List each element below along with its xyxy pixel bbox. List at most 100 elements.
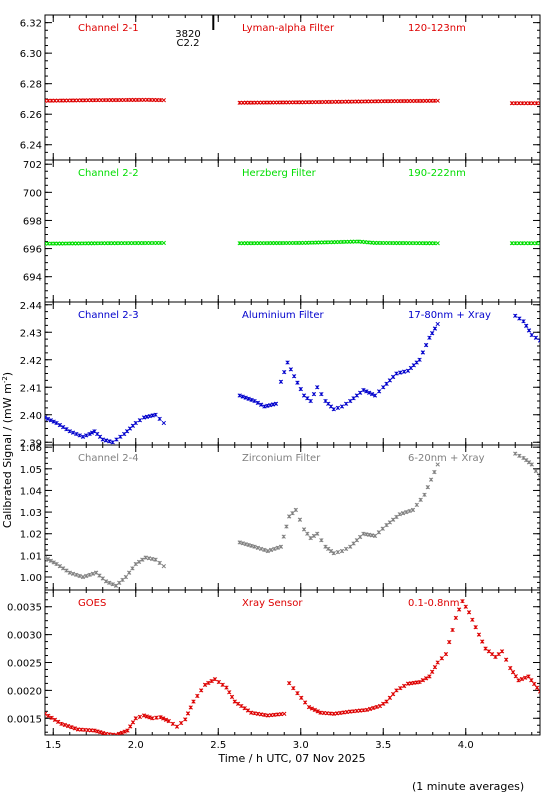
data-point <box>361 708 366 713</box>
data-point <box>119 730 124 735</box>
data-point <box>153 412 158 417</box>
data-point <box>534 685 540 690</box>
data-point <box>240 100 246 105</box>
data-point <box>476 632 482 637</box>
data-point <box>422 241 427 246</box>
data-point <box>232 699 237 704</box>
panel-label: 6-20nm + Xray <box>408 453 485 464</box>
data-series <box>45 97 540 106</box>
data-point <box>247 241 252 246</box>
data-point <box>117 580 122 585</box>
data-point <box>272 712 277 717</box>
data-point <box>118 97 124 103</box>
data-point <box>418 497 423 502</box>
data-point <box>416 98 421 104</box>
data-point <box>297 517 303 522</box>
data-point <box>321 240 326 245</box>
data-point <box>59 98 64 103</box>
y-tick-label: 0.0020 <box>7 686 42 697</box>
data-point <box>110 582 115 587</box>
panel-label: Xray Sensor <box>242 598 303 609</box>
data-point <box>319 538 324 543</box>
data-point <box>285 360 290 365</box>
data-point <box>529 678 534 683</box>
data-point <box>82 98 87 103</box>
data-point <box>513 313 518 318</box>
data-point <box>46 241 51 246</box>
data-point <box>390 99 396 104</box>
data-point <box>288 240 294 246</box>
x-tick-label: 3.0 <box>293 740 309 751</box>
data-point <box>62 722 67 728</box>
data-point <box>253 241 258 246</box>
data-point <box>435 98 440 103</box>
data-point <box>344 709 350 715</box>
data-point <box>430 669 435 674</box>
data-point <box>516 101 522 106</box>
data-point <box>354 538 360 543</box>
data-point <box>384 699 389 704</box>
data-point <box>255 711 261 716</box>
x-tick-label: 2.0 <box>128 740 144 751</box>
data-point <box>376 389 382 394</box>
data-point <box>427 335 432 340</box>
data-point <box>291 374 297 379</box>
data-point <box>308 398 313 404</box>
data-point <box>51 560 56 565</box>
data-point <box>48 558 53 563</box>
data-point <box>249 710 254 715</box>
data-point <box>52 98 58 103</box>
data-point <box>517 316 522 321</box>
data-point <box>158 240 163 246</box>
data-point <box>420 678 426 683</box>
data-point <box>343 239 348 245</box>
y-tick-label: 0.0025 <box>7 659 42 670</box>
data-point <box>133 420 138 426</box>
marker-label-bottom: C2.2 <box>177 38 200 49</box>
data-point <box>337 239 342 245</box>
data-point <box>330 240 335 245</box>
y-tick-label: 6.30 <box>20 49 42 60</box>
data-point <box>101 730 106 735</box>
data-point <box>263 100 268 105</box>
data-point <box>237 100 242 105</box>
panel-frame <box>44 159 541 303</box>
data-point <box>107 439 112 444</box>
data-point <box>393 98 399 104</box>
data-series <box>45 313 540 445</box>
data-point <box>255 400 261 405</box>
data-point <box>183 717 188 722</box>
panel-label: Lyman-alpha Filter <box>242 23 335 34</box>
data-point <box>141 713 147 718</box>
data-point <box>376 240 381 246</box>
data-point <box>163 717 169 722</box>
data-point <box>276 240 281 246</box>
data-point <box>239 703 244 709</box>
data-point <box>46 713 51 718</box>
data-point <box>344 99 350 104</box>
y-tick-label: 1.04 <box>20 486 42 497</box>
data-point <box>158 715 163 720</box>
data-point <box>45 416 51 422</box>
data-point <box>161 420 166 426</box>
data-point <box>419 98 424 104</box>
data-point <box>252 711 257 716</box>
data-point <box>290 511 295 516</box>
y-tick-label: 2.43 <box>20 328 42 339</box>
data-point <box>93 570 99 575</box>
data-point <box>92 98 97 103</box>
data-point <box>227 690 232 695</box>
data-point <box>367 390 372 395</box>
panel-frame <box>44 589 541 736</box>
x-tick-label: 3.5 <box>375 740 391 751</box>
data-point <box>137 418 143 423</box>
data-point <box>508 665 513 671</box>
data-point <box>371 99 376 104</box>
data-point <box>250 100 255 105</box>
panel-label: Channel 2-1 <box>78 23 139 34</box>
data-series <box>45 599 540 735</box>
data-point <box>59 721 64 726</box>
panel-label: 0.1-0.8nm <box>408 598 460 609</box>
data-point <box>335 549 341 555</box>
data-point <box>113 583 119 588</box>
